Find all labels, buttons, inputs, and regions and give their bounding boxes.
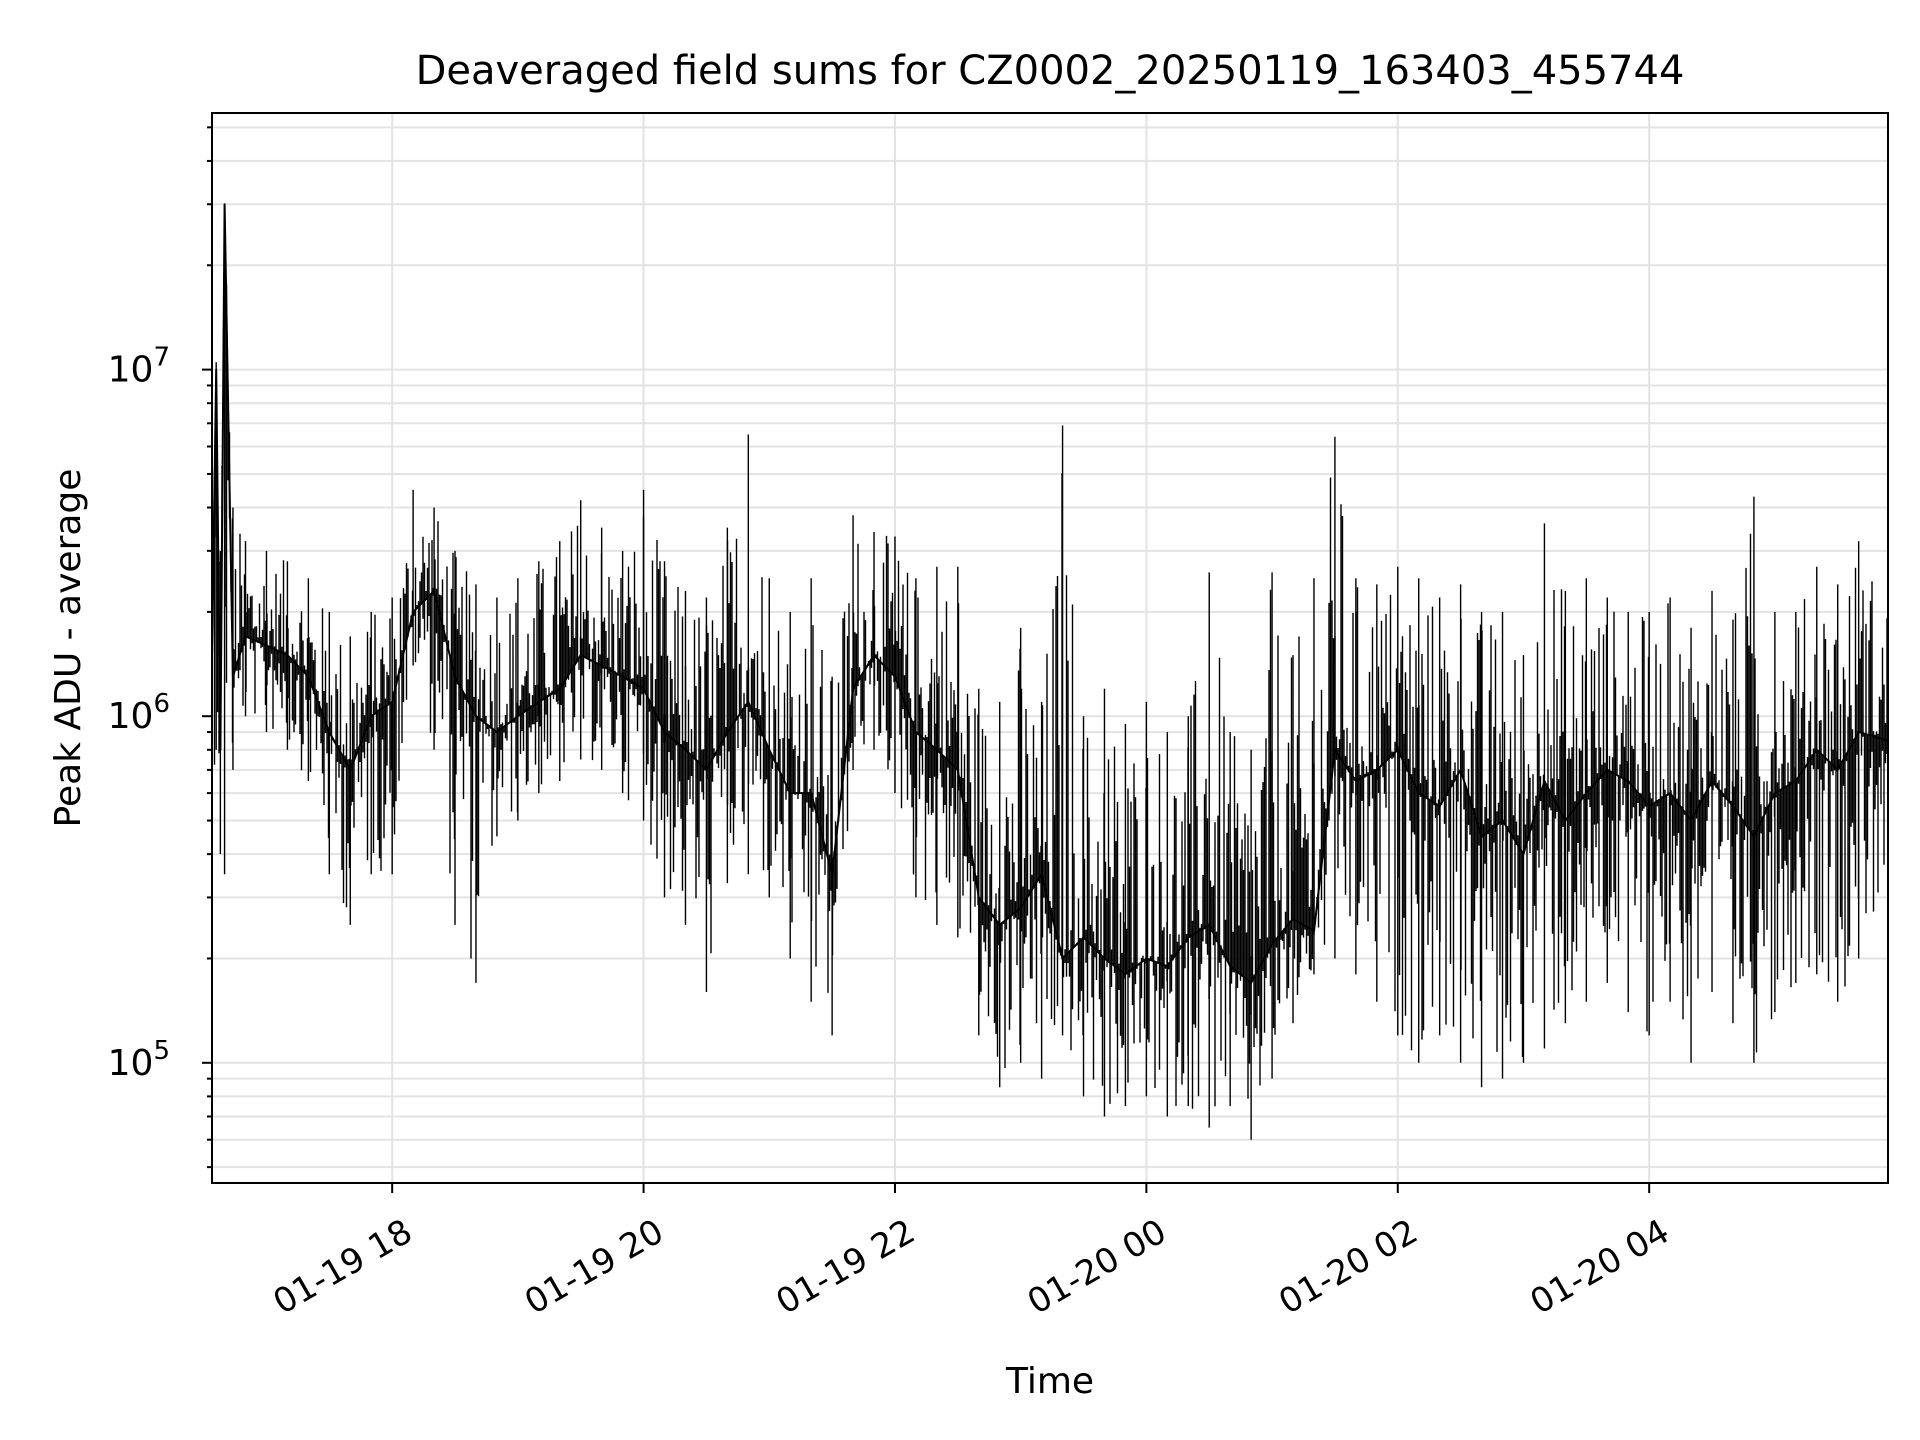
plot-frame — [211, 112, 1889, 1184]
y-tick-label: 107 — [108, 343, 170, 391]
y-tick-label: 105 — [108, 1036, 170, 1084]
y-axis-label: Peak ADU - average — [48, 469, 89, 828]
chart-title: Deaveraged field sums for CZ0002_2025011… — [416, 48, 1685, 94]
y-tick-label: 106 — [108, 689, 170, 737]
data-layer — [211, 203, 1889, 1140]
x-axis-label: Time — [1005, 1361, 1094, 1402]
series-line — [211, 203, 1889, 984]
